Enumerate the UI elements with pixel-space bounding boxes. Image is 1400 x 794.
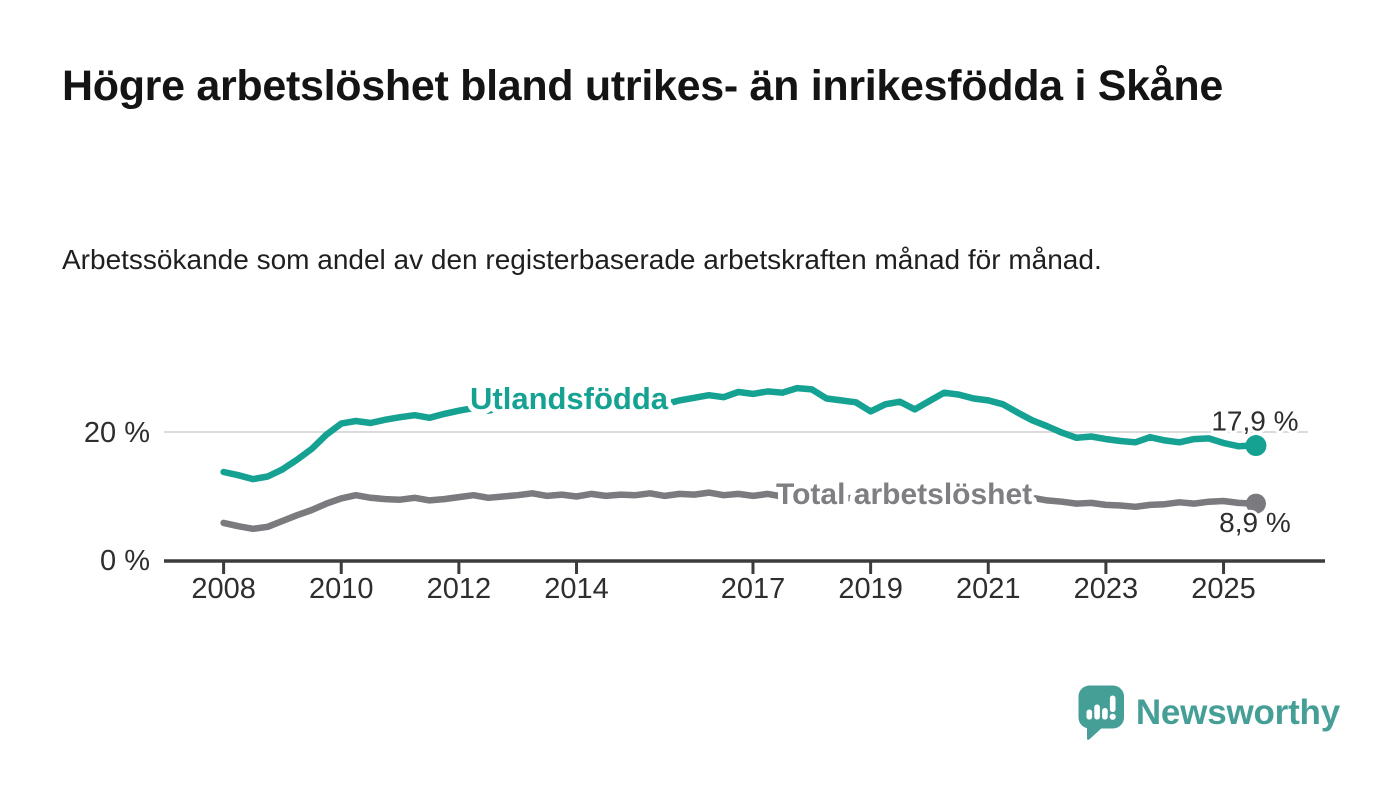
annotation-layer: 17,9 % 8,9 % Utlandsfödda Total arbetslöshe… [465,376,1302,541]
x-axis-tick-label: 2025 [1191,573,1256,605]
x-axis-tick-label: 2012 [427,573,492,605]
line-series-utlandsfodda [220,384,1257,483]
newsworthy-logo-text: Newsworthy [1135,693,1340,732]
x-axis-tick-label: 2008 [191,573,256,605]
x-axis-tick-label: 2023 [1074,573,1139,605]
line-series-total [220,484,1257,533]
series-label-utlandsfodda: Utlandsfödda [470,381,669,416]
chart-subtitle: Arbetssökande som andel av den registerb… [62,244,1102,275]
series-label-total-arbetsloshet: Total arbetslöshet [776,478,1032,511]
newsworthy-logo-icon [1078,685,1124,740]
end-value-label: 17,9 % [1211,406,1298,437]
series-layer [220,384,1267,533]
x-axis-tick-label: 2010 [309,573,374,605]
x-axis-tick-label: 2017 [721,573,786,605]
x-axis-tick-label: 2014 [544,573,609,605]
end-value-label: 8,9 % [1219,507,1291,538]
newsworthy-logo: Newsworthy [1077,684,1340,742]
end-point-dot [1245,493,1266,514]
y-axis-tick-label: 20 % [84,417,150,449]
x-axis-tick-label: 2019 [838,573,903,605]
y-axis-tick-label: 0 % [100,545,150,577]
x-axis-tick-label: 2021 [956,573,1021,605]
axis-layer: 2008 2010 2012 2014 2017 2019 2021 2023 2025 0 % 2… [84,417,1325,605]
chart-title: Högre arbetslöshet bland utrikes- än inr… [62,62,1223,110]
end-point-dot [1245,435,1267,457]
